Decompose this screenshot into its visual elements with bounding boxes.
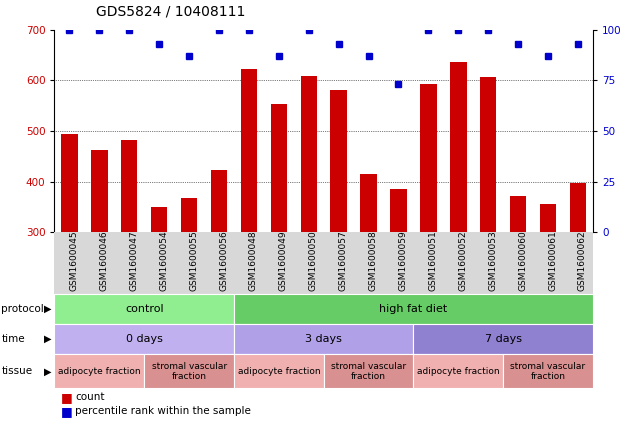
Text: GDS5824 / 10408111: GDS5824 / 10408111 [96,4,246,18]
Text: GSM1600053: GSM1600053 [488,231,497,291]
Text: count: count [75,393,104,402]
Text: ■: ■ [61,391,72,404]
Text: 7 days: 7 days [485,334,522,344]
Bar [121,140,138,232]
Text: control: control [125,304,163,314]
Text: 3 days: 3 days [305,334,342,344]
Text: stromal vascular
fraction: stromal vascular fraction [331,362,406,381]
Bar [91,150,108,232]
Text: protocol: protocol [1,304,44,314]
Bar [301,76,317,232]
Text: ▶: ▶ [44,304,52,314]
Bar [510,196,526,232]
Bar [390,189,406,232]
Bar [420,84,437,232]
Text: GSM1600062: GSM1600062 [578,231,587,291]
Text: GSM1600055: GSM1600055 [189,231,198,291]
Bar [62,135,78,232]
Text: GSM1600058: GSM1600058 [369,231,378,291]
Bar [331,91,347,232]
Bar [271,104,287,232]
Text: adipocyte fraction: adipocyte fraction [238,367,320,376]
Text: GSM1600050: GSM1600050 [309,231,318,291]
Text: adipocyte fraction: adipocyte fraction [58,367,140,376]
Text: GSM1600045: GSM1600045 [69,231,78,291]
Text: GSM1600048: GSM1600048 [249,231,258,291]
Text: GSM1600046: GSM1600046 [99,231,108,291]
Bar [360,174,377,232]
Text: GSM1600047: GSM1600047 [129,231,138,291]
Bar [151,207,167,232]
Text: ■: ■ [61,405,72,418]
Text: GSM1600052: GSM1600052 [458,231,467,291]
Bar [570,183,587,232]
Text: GSM1600056: GSM1600056 [219,231,228,291]
Text: 0 days: 0 days [126,334,163,344]
Text: percentile rank within the sample: percentile rank within the sample [75,406,251,416]
Bar [211,170,228,232]
Bar [241,69,257,232]
Text: stromal vascular
fraction: stromal vascular fraction [151,362,227,381]
Text: GSM1600049: GSM1600049 [279,231,288,291]
Text: GSM1600061: GSM1600061 [548,231,557,291]
Text: GSM1600057: GSM1600057 [338,231,347,291]
Text: adipocyte fraction: adipocyte fraction [417,367,499,376]
Bar [181,198,197,232]
Text: tissue: tissue [1,366,33,376]
Text: GSM1600051: GSM1600051 [428,231,437,291]
Text: ▶: ▶ [44,366,52,376]
Bar [450,61,467,232]
Text: time: time [1,334,25,344]
Text: GSM1600060: GSM1600060 [518,231,527,291]
Text: ▶: ▶ [44,334,52,344]
Bar [540,204,556,232]
Text: high fat diet: high fat diet [379,304,447,314]
Text: GSM1600054: GSM1600054 [159,231,168,291]
Text: stromal vascular
fraction: stromal vascular fraction [510,362,586,381]
Text: GSM1600059: GSM1600059 [399,231,408,291]
Bar [480,77,496,232]
